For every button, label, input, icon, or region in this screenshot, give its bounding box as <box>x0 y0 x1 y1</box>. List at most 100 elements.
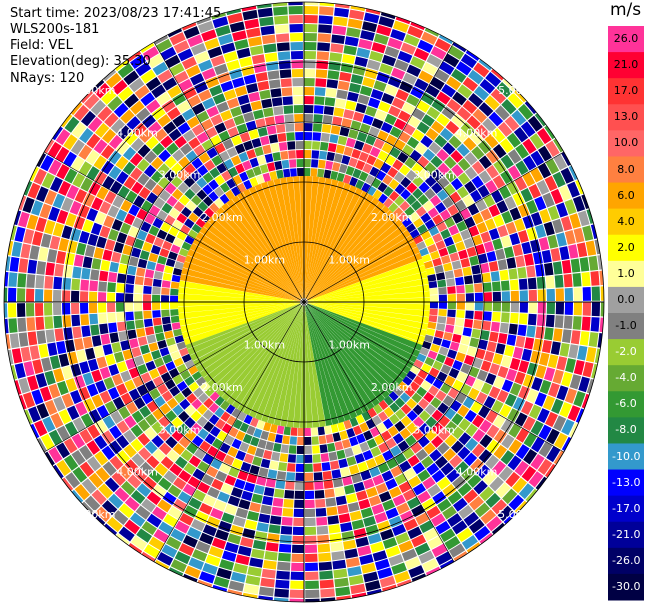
noise-gate <box>456 527 473 543</box>
noise-gate <box>10 225 17 241</box>
noise-gate <box>377 150 389 162</box>
noise-gate <box>456 106 472 121</box>
noise-gate <box>258 513 271 524</box>
velocity-gate <box>307 284 430 302</box>
noise-gate <box>238 151 249 163</box>
noise-gate <box>116 292 125 302</box>
noise-gate <box>56 425 71 441</box>
noise-gate <box>190 182 202 194</box>
noise-gate <box>472 273 482 284</box>
noise-gate <box>436 371 448 382</box>
noise-gate <box>318 159 326 169</box>
noise-gate <box>478 339 488 350</box>
noise-gate <box>437 316 447 324</box>
velocity-gate <box>304 179 339 299</box>
noise-gate <box>54 328 64 342</box>
colorbar-swatch <box>608 417 644 444</box>
noise-gate <box>163 470 178 484</box>
noise-gate <box>70 390 83 405</box>
noise-gate <box>345 165 355 176</box>
noise-gate <box>39 386 52 402</box>
noise-gate <box>361 562 376 574</box>
noise-gate <box>581 194 589 210</box>
noise-gate <box>126 320 136 331</box>
noise-gate <box>335 495 347 506</box>
noise-gate <box>492 238 503 250</box>
velocity-gate <box>306 201 385 299</box>
noise-gate <box>325 497 337 507</box>
noise-gate <box>355 160 366 171</box>
noise-gate <box>245 575 261 586</box>
velocity-gate <box>306 197 380 299</box>
noise-gate <box>365 486 378 498</box>
velocity-gate <box>273 305 304 426</box>
noise-gate <box>95 380 107 394</box>
noise-gate <box>162 77 178 91</box>
noise-gate <box>199 212 211 223</box>
noise-gate <box>385 507 399 520</box>
velocity-gate <box>305 182 351 299</box>
noise-gate <box>572 195 586 212</box>
noise-gate <box>221 170 232 182</box>
noise-gate <box>339 126 350 137</box>
noise-gate <box>492 353 503 365</box>
noise-gate <box>460 122 475 136</box>
noise-gate <box>328 61 341 71</box>
noise-gate <box>164 169 177 182</box>
noise-gate <box>582 225 594 241</box>
noise-gate <box>510 302 519 313</box>
noise-gate <box>368 126 380 138</box>
noise-gate <box>512 397 526 411</box>
noise-gate <box>483 350 495 363</box>
noise-gate <box>197 428 209 440</box>
noise-gate <box>259 16 274 27</box>
noise-gate <box>431 469 445 483</box>
noise-gate <box>355 536 369 548</box>
noise-gate <box>242 592 258 599</box>
velocity-gate <box>306 304 390 399</box>
noise-gate <box>464 275 473 285</box>
noise-gate <box>78 161 93 176</box>
noise-gate <box>332 432 342 442</box>
noise-gate <box>318 24 332 34</box>
noise-gate <box>57 380 69 396</box>
noise-gate <box>479 434 493 448</box>
noise-gate <box>197 481 211 494</box>
noise-gate <box>591 302 600 317</box>
noise-gate <box>534 113 546 127</box>
noise-gate <box>202 97 216 110</box>
velocity-gate <box>305 305 364 417</box>
noise-gate <box>334 577 349 588</box>
noise-gate <box>98 483 114 499</box>
noise-gate <box>47 141 62 158</box>
noise-gate <box>290 42 303 51</box>
noise-gate <box>83 398 96 412</box>
noise-gate <box>201 68 216 81</box>
noise-gate <box>491 522 505 535</box>
noise-gate <box>519 302 528 313</box>
noise-gate <box>514 500 527 514</box>
noise-gate <box>531 437 545 453</box>
velocity-gate <box>305 180 345 299</box>
noise-gate <box>104 112 119 128</box>
noise-gate <box>457 446 471 460</box>
colorbar-tick-label: -10.0 <box>612 449 641 463</box>
velocity-gate <box>231 305 302 409</box>
noise-gate <box>242 433 253 444</box>
noise-gate <box>304 535 317 544</box>
noise-gate <box>248 91 261 103</box>
noise-gate <box>130 424 144 438</box>
noise-gate <box>304 105 314 114</box>
noise-gate <box>198 152 211 164</box>
noise-gate <box>276 471 287 481</box>
noise-gate <box>509 207 522 221</box>
noise-gate <box>142 241 153 252</box>
noise-gate <box>76 349 87 363</box>
noise-gate <box>112 195 125 209</box>
noise-gate <box>362 143 373 154</box>
noise-gate <box>390 465 403 478</box>
noise-gate <box>237 182 247 193</box>
noise-gate <box>486 341 497 353</box>
noise-gate <box>371 415 382 426</box>
noise-gate <box>337 80 350 91</box>
